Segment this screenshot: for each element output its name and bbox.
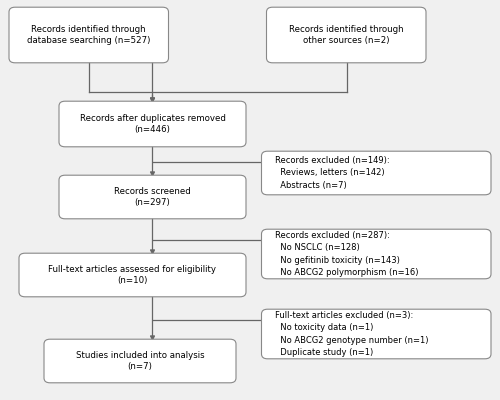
Text: Records identified through
other sources (n=2): Records identified through other sources… — [289, 25, 404, 45]
Text: Records after duplicates removed
(n=446): Records after duplicates removed (n=446) — [80, 114, 226, 134]
FancyBboxPatch shape — [262, 229, 491, 279]
FancyBboxPatch shape — [262, 151, 491, 195]
Text: Full-text articles assessed for eligibility
(n=10): Full-text articles assessed for eligibil… — [48, 265, 216, 286]
FancyBboxPatch shape — [262, 309, 491, 359]
Text: Records excluded (n=149):
  Reviews, letters (n=142)
  Abstracts (n=7): Records excluded (n=149): Reviews, lette… — [275, 156, 390, 190]
FancyBboxPatch shape — [19, 253, 246, 297]
FancyBboxPatch shape — [9, 7, 168, 63]
FancyBboxPatch shape — [59, 175, 246, 219]
Text: Records excluded (n=287):
  No NSCLC (n=128)
  No gefitinib toxicity (n=143)
  N: Records excluded (n=287): No NSCLC (n=12… — [275, 231, 418, 277]
Text: Records screened
(n=297): Records screened (n=297) — [114, 186, 191, 207]
Text: Studies included into analysis
(n=7): Studies included into analysis (n=7) — [76, 350, 204, 371]
FancyBboxPatch shape — [59, 101, 246, 147]
Text: Records identified through
database searching (n=527): Records identified through database sear… — [27, 25, 150, 45]
FancyBboxPatch shape — [266, 7, 426, 63]
FancyBboxPatch shape — [44, 339, 236, 383]
Text: Full-text articles excluded (n=3):
  No toxicity data (n=1)
  No ABCG2 genotype : Full-text articles excluded (n=3): No to… — [275, 311, 428, 357]
